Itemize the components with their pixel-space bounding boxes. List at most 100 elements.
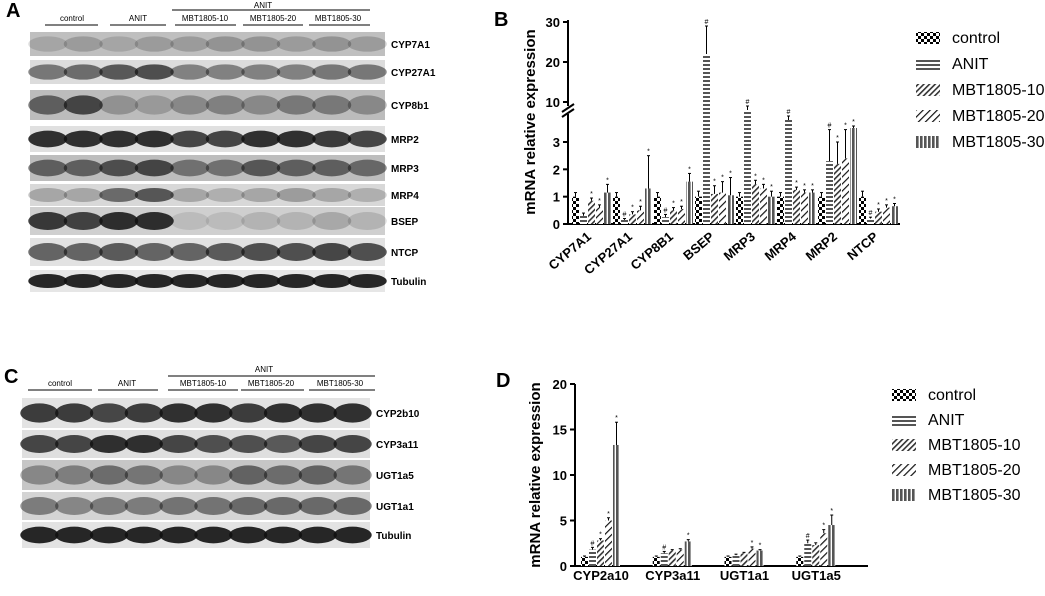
legend-swatch-anit: [916, 58, 940, 70]
bar-anit-cyp2a10: [589, 549, 596, 566]
bar-mbt1805-20-ntcp: [883, 207, 890, 224]
y-tick-label: 15: [553, 423, 567, 438]
blot-band: [312, 273, 352, 289]
legend-label-mbt1805-30: MBT1805-30: [952, 134, 1045, 151]
bar-anit-cyp7a1: [580, 215, 587, 224]
significance-marker: #: [623, 212, 627, 219]
blot-a-group-d30: MBT1805-30: [315, 14, 362, 23]
blot-band: [89, 526, 129, 544]
significance-marker: *: [830, 508, 833, 515]
axis-break-mark: [561, 103, 575, 113]
blot-band: [63, 64, 103, 80]
bar-control-ugt1a5: [796, 556, 804, 566]
blot-band: [333, 403, 372, 423]
blot-band: [134, 243, 174, 261]
blot-label-cyp3a11: CYP3a11: [376, 440, 419, 451]
bar-anit-ntcp: [867, 218, 874, 224]
bar-chart-b: 0 1 2 3 10 20 30 mRNA relative expression * * * CYP…: [522, 15, 1045, 277]
blot-band: [55, 435, 94, 453]
blot-band: [205, 36, 245, 52]
axis-break-gap: [562, 106, 574, 114]
significance-marker: *: [598, 198, 601, 205]
blot-label-cyp27a1: CYP27A1: [391, 68, 436, 79]
blot-band: [28, 36, 68, 52]
blot-band: [298, 435, 337, 453]
legend-swatch-mbt1805-30: [892, 489, 916, 501]
blot-strip-mrp2: MRP2: [28, 126, 419, 152]
blot-band: [134, 36, 174, 52]
category-label-mrp3: MRP3: [721, 229, 758, 264]
blot-strip-cyp7a1: CYP7A1: [28, 32, 430, 56]
blot-strip-cyp8b1: CYP8b1: [28, 90, 429, 120]
bar-mbt1805-20-cyp27a1: [637, 210, 644, 224]
significance-marker: *: [599, 532, 602, 539]
blot-c-group-control: control: [48, 379, 72, 388]
bar-mbt1805-10-ugt1a5: [812, 545, 820, 566]
legend-label-mbt1805-20: MBT1805-20: [928, 462, 1021, 479]
category-label-cyp2a10: CYP2a10: [573, 568, 629, 583]
blot-band: [263, 403, 303, 423]
blot-band: [333, 526, 372, 544]
blot-band: [276, 95, 316, 115]
blot-band: [229, 526, 268, 544]
bar-mbt1805-10-cyp3a11: [668, 550, 676, 566]
y-tick-label: 10: [546, 95, 560, 110]
significance-marker: *: [822, 523, 825, 530]
significance-marker: *: [803, 183, 806, 190]
panel-label-c: C: [4, 366, 18, 388]
blot-strip-cyp3a11: CYP3a11: [20, 430, 419, 458]
blot-band: [333, 465, 372, 485]
blot-band: [63, 273, 103, 289]
blot-band: [124, 497, 163, 515]
significance-marker: #: [869, 210, 873, 217]
bar-anit-cyp27a1: [621, 219, 628, 224]
significance-marker: #: [806, 533, 810, 540]
blot-strip-cyp27a1: CYP27A1: [28, 60, 436, 84]
significance-marker: *: [615, 415, 618, 422]
blot-band: [28, 130, 68, 148]
y-axis-label: mRNA relative expression: [527, 382, 544, 567]
bar-control-mrp2: [818, 196, 825, 224]
y-tick-label: 0: [553, 217, 560, 232]
blot-band: [170, 36, 210, 52]
legend-swatch-mbt1805-20: [892, 464, 916, 476]
blot-band: [99, 95, 139, 115]
category-label-cyp8b1: CYP8B1: [628, 229, 676, 273]
blot-band: [205, 95, 245, 115]
bar-mbt1805-30-cyp27a1: [645, 188, 652, 224]
blot-band: [99, 36, 139, 52]
blot-band: [99, 187, 139, 203]
bar-mbt1805-10-cyp7a1: [588, 200, 595, 224]
blot-band: [170, 159, 210, 177]
blot-band: [89, 465, 129, 485]
blot-band: [312, 187, 352, 203]
y-tick-label: 1: [553, 190, 560, 205]
bar-mbt1805-30-ugt1a5: [828, 525, 836, 566]
blot-band: [124, 526, 163, 544]
blot-strip-tubulin: Tubulin: [20, 522, 411, 548]
bar-control-cyp3a11: [652, 556, 660, 566]
blot-c-group-anit: ANIT: [118, 379, 136, 388]
bar-mbt1805-10-mrp3: [752, 184, 759, 224]
legend-label-control: control: [952, 30, 1000, 47]
significance-marker: *: [680, 199, 683, 206]
bar-control-cyp8b1: [654, 196, 661, 224]
y-tick-label: 20: [553, 377, 567, 392]
blot-band: [312, 159, 352, 177]
western-blot-c: ANIT control ANIT MBT1805-10 MBT1805-20 …: [20, 365, 420, 548]
bar-mbt1805-20-mrp4: [801, 192, 808, 224]
blot-band: [170, 273, 210, 289]
blot-band: [347, 243, 387, 261]
bar-control-ugt1a1: [724, 556, 732, 566]
blot-band: [20, 435, 59, 453]
blot-band: [276, 159, 316, 177]
y-tick-label: 0: [560, 559, 567, 574]
blot-band: [55, 465, 94, 485]
significance-marker: #: [662, 544, 666, 551]
blot-band: [63, 187, 103, 203]
bar-mbt1805-20-cyp2a10: [605, 520, 612, 566]
bar-mbt1805-30-mrp4: [809, 192, 816, 224]
blot-band: [276, 130, 316, 148]
significance-marker: *: [751, 540, 754, 547]
blot-band: [28, 159, 68, 177]
